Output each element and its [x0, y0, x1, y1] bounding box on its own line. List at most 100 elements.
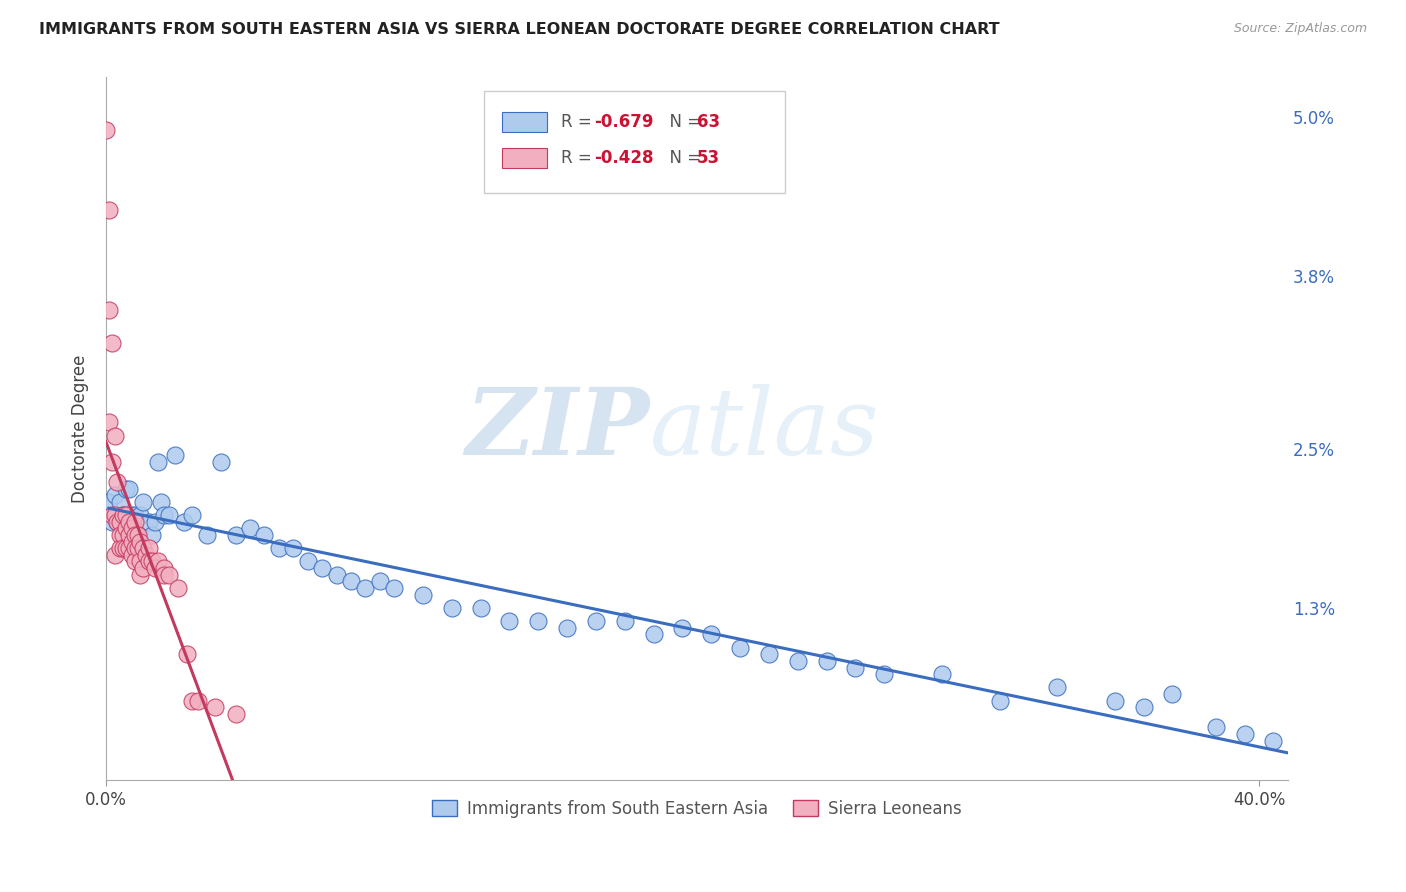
Point [107, 515, 129, 529]
Point [555, 621, 578, 635]
Point [124, 528, 146, 542]
Text: R =: R = [561, 112, 598, 131]
Point [149, 495, 172, 509]
Point [613, 614, 636, 628]
Point [1205, 720, 1227, 734]
Point [143, 515, 166, 529]
Point [152, 508, 174, 522]
Point [340, 574, 363, 589]
Point [1132, 700, 1154, 714]
Point [267, 541, 290, 556]
Point [112, 541, 135, 556]
Point [110, 541, 132, 556]
Point [129, 508, 152, 522]
Point [100, 515, 122, 529]
Text: -0.428: -0.428 [593, 149, 654, 168]
Point [146, 455, 169, 469]
FancyBboxPatch shape [502, 112, 547, 131]
Text: R =: R = [561, 149, 598, 168]
Point [283, 541, 305, 556]
Point [209, 455, 232, 469]
Point [115, 508, 138, 522]
Point [988, 694, 1011, 708]
Point [127, 541, 149, 556]
Point [470, 601, 492, 615]
Point [115, 521, 138, 535]
Point [129, 567, 152, 582]
Point [97, 415, 120, 429]
Point [146, 554, 169, 568]
Point [132, 541, 155, 556]
Point [132, 561, 155, 575]
Point [124, 554, 146, 568]
Point [94, 123, 117, 137]
Point [167, 581, 190, 595]
Point [121, 534, 143, 549]
Point [225, 528, 247, 542]
Point [643, 627, 665, 641]
Point [107, 475, 129, 489]
Point [138, 554, 160, 568]
Point [118, 515, 141, 529]
Point [115, 541, 138, 556]
Point [118, 528, 141, 542]
Text: Source: ZipAtlas.com: Source: ZipAtlas.com [1233, 22, 1367, 36]
FancyBboxPatch shape [502, 148, 547, 168]
Point [112, 508, 135, 522]
Point [368, 574, 391, 589]
Point [121, 521, 143, 535]
Point [195, 528, 218, 542]
Point [110, 495, 132, 509]
Point [152, 561, 174, 575]
Point [1263, 733, 1285, 747]
Point [225, 706, 247, 721]
Point [112, 528, 135, 542]
Point [1161, 687, 1184, 701]
Point [143, 561, 166, 575]
Point [141, 554, 163, 568]
Point [412, 588, 434, 602]
Point [121, 508, 143, 522]
Point [1233, 727, 1256, 741]
Point [103, 508, 125, 522]
Point [97, 495, 120, 509]
Point [138, 541, 160, 556]
Point [103, 488, 125, 502]
Text: N =: N = [659, 112, 706, 131]
Point [204, 700, 226, 714]
Text: 53: 53 [697, 149, 720, 168]
Point [671, 621, 693, 635]
Point [124, 508, 146, 522]
Point [97, 202, 120, 217]
Point [253, 528, 276, 542]
Point [135, 548, 157, 562]
Point [127, 528, 149, 542]
Point [815, 654, 838, 668]
Text: 63: 63 [697, 112, 720, 131]
Legend: Immigrants from South Eastern Asia, Sierra Leoneans: Immigrants from South Eastern Asia, Sier… [425, 793, 969, 825]
Point [103, 548, 125, 562]
Point [382, 581, 405, 595]
Point [110, 528, 132, 542]
Point [239, 521, 262, 535]
Point [157, 508, 180, 522]
Point [138, 515, 160, 529]
Point [187, 694, 209, 708]
Point [100, 455, 122, 469]
Point [129, 554, 152, 568]
Point [132, 495, 155, 509]
Point [157, 567, 180, 582]
Point [1046, 681, 1069, 695]
Text: -0.679: -0.679 [593, 112, 654, 131]
Point [115, 482, 138, 496]
Point [498, 614, 520, 628]
Point [354, 581, 377, 595]
Point [181, 694, 204, 708]
Point [129, 534, 152, 549]
FancyBboxPatch shape [484, 92, 786, 194]
Point [121, 548, 143, 562]
Point [173, 515, 195, 529]
Point [141, 528, 163, 542]
Point [311, 561, 333, 575]
Point [127, 528, 149, 542]
